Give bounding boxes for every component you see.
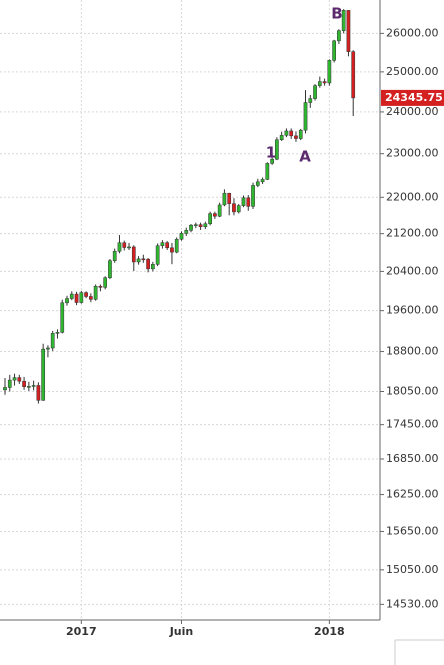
x-tick-label: 2018: [314, 625, 345, 638]
candle-body: [184, 230, 189, 234]
annotation: 1: [266, 144, 276, 162]
candle-body: [351, 51, 356, 99]
candle-body: [189, 224, 193, 231]
candle-body: [108, 260, 112, 278]
last-price-label: 24345.75: [385, 91, 443, 104]
candle-body: [117, 242, 122, 252]
candle-body: [112, 251, 117, 261]
candle-body: [241, 197, 246, 206]
candle-body: [251, 185, 255, 207]
candle-body: [174, 238, 179, 253]
candle-body: [308, 98, 313, 103]
candle-body: [298, 129, 303, 139]
candle-body: [36, 385, 41, 401]
y-tick-label: 16250.00: [386, 488, 439, 501]
y-tick-label: 24000.00: [386, 105, 439, 118]
candle-body: [341, 10, 346, 31]
candle-body: [141, 258, 146, 261]
candle-body: [198, 224, 203, 227]
annotation: B: [331, 5, 342, 23]
candle-body: [98, 285, 103, 288]
candle-body: [89, 296, 93, 300]
y-tick-label: 18050.00: [386, 384, 439, 397]
candle-body: [222, 192, 227, 206]
candle-body: [246, 197, 251, 207]
candle-body: [160, 242, 165, 246]
y-tick-label: 19600.00: [386, 304, 439, 317]
candle-body: [213, 213, 217, 217]
candle-body: [327, 60, 332, 84]
candle-body: [131, 246, 136, 263]
y-tick-label: 22000.00: [386, 190, 439, 203]
candle-body: [74, 293, 79, 303]
y-tick-label: 25000.00: [386, 65, 439, 78]
y-tick-label: 15650.00: [386, 524, 439, 537]
candle-body: [65, 298, 69, 304]
candle-body: [93, 285, 98, 300]
candle-body: [289, 130, 294, 137]
candle-body: [60, 302, 65, 333]
candle-body: [17, 377, 22, 382]
annotation: A: [299, 148, 311, 166]
candle-body: [346, 10, 351, 52]
candle-body: [146, 258, 150, 270]
candle-body: [232, 203, 236, 213]
x-tick-label: Juin: [169, 625, 194, 638]
candle-body: [122, 242, 127, 248]
candle-body: [294, 135, 298, 139]
candle-body: [69, 293, 74, 299]
candle-body: [284, 130, 289, 136]
candle-body: [151, 264, 155, 270]
candle-body: [3, 387, 7, 391]
candle-body: [279, 135, 284, 141]
y-tick-label: 14530.00: [386, 597, 439, 610]
candle-body: [31, 385, 36, 387]
y-tick-label: 16850.00: [386, 452, 439, 465]
candle-body: [7, 379, 12, 388]
candle-body: [255, 181, 260, 186]
y-tick-label: 21200.00: [386, 227, 439, 240]
candle-body: [227, 192, 232, 204]
candle-body: [236, 205, 241, 213]
candle-body: [275, 139, 279, 160]
candle-body: [41, 348, 46, 401]
candle-body: [265, 163, 270, 180]
candle-body: [260, 179, 265, 183]
candle-body: [46, 347, 50, 350]
candle-body: [55, 332, 60, 334]
candle-body: [12, 377, 17, 381]
candle-body: [165, 242, 170, 249]
x-tick-label: 2017: [66, 625, 97, 638]
candle-body: [193, 224, 198, 226]
candle-body: [27, 386, 31, 388]
candle-body: [50, 333, 55, 349]
candle-body: [303, 102, 308, 131]
candle-body: [22, 380, 26, 387]
y-tick-label: 23000.00: [386, 147, 439, 160]
y-tick-label: 26000.00: [386, 26, 439, 39]
candle-body: [79, 292, 84, 303]
candle-body: [127, 246, 131, 249]
y-tick-label: 18800.00: [386, 345, 439, 358]
y-tick-label: 20400.00: [386, 264, 439, 277]
candle-body: [322, 81, 327, 84]
candle-body: [136, 258, 141, 263]
candle-body: [103, 277, 108, 288]
y-tick-label: 15050.00: [386, 563, 439, 576]
candle-body: [317, 81, 322, 86]
candle-body: [332, 40, 336, 61]
candle-body: [337, 30, 341, 42]
candle-body: [84, 292, 88, 297]
price-label-bg: [381, 89, 444, 106]
candle-body: [217, 204, 222, 217]
candle-body: [208, 213, 212, 225]
candle-body: [170, 247, 174, 253]
candle-body: [203, 223, 208, 227]
candle-body: [270, 158, 274, 164]
y-tick-label: 17450.00: [386, 418, 439, 431]
candle-body: [313, 85, 317, 99]
candle-body: [155, 245, 160, 265]
candle-body: [179, 233, 184, 240]
